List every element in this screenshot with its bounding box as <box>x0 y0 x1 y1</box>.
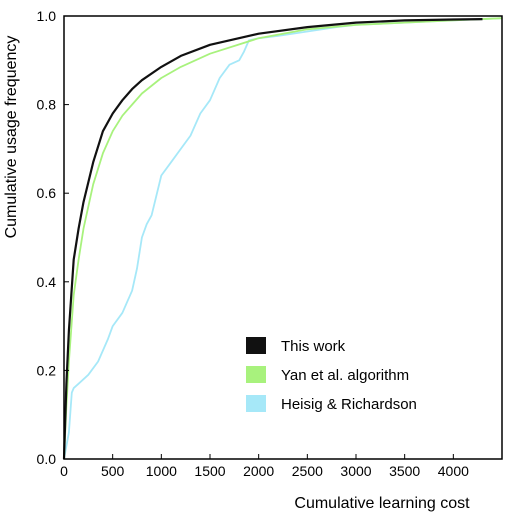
series-line-yan-et-al-algorithm <box>63 17 503 460</box>
legend-swatch <box>246 366 266 383</box>
y-tick-label: 0.6 <box>37 185 57 201</box>
plot-frame <box>63 15 503 460</box>
x-tick-label: 2500 <box>292 463 323 479</box>
x-tick-label: 3500 <box>389 463 420 479</box>
x-tick-label: 500 <box>101 463 125 479</box>
series-line-heisig-richardson <box>63 17 503 460</box>
y-tick-label: 0.2 <box>37 362 57 378</box>
x-axis-label: Cumulative learning cost <box>294 495 470 512</box>
x-axis: 0 500 1000 1500 2000 2500 3000 3500 4000 <box>60 454 469 479</box>
x-tick-label: 1500 <box>194 463 225 479</box>
legend-label: This work <box>281 338 346 355</box>
x-tick-label: 4000 <box>438 463 469 479</box>
y-tick-label: 0.4 <box>37 274 57 290</box>
x-tick-label: 1000 <box>146 463 177 479</box>
plot-lines <box>62 17 503 460</box>
legend-label: Yan et al. algorithm <box>281 367 409 384</box>
legend-label: Heisig & Richardson <box>281 396 417 413</box>
legend: This work Yan et al. algorithm Heisig & Ri… <box>246 337 417 413</box>
x-tick-label: 3000 <box>340 463 371 479</box>
y-tick-label: 1.0 <box>37 8 57 24</box>
y-axis: 0.0 0.2 0.4 0.6 0.8 1.0 <box>37 8 69 467</box>
legend-swatch <box>246 395 266 412</box>
series-line-this-work <box>62 18 483 460</box>
y-tick-label: 0.8 <box>37 97 57 113</box>
x-tick-label: 0 <box>60 463 68 479</box>
x-tick-label: 2000 <box>243 463 274 479</box>
y-axis-label: Cumulative usage frequency <box>3 36 20 239</box>
y-tick-label: 0.0 <box>37 451 57 467</box>
legend-swatch <box>246 337 266 354</box>
